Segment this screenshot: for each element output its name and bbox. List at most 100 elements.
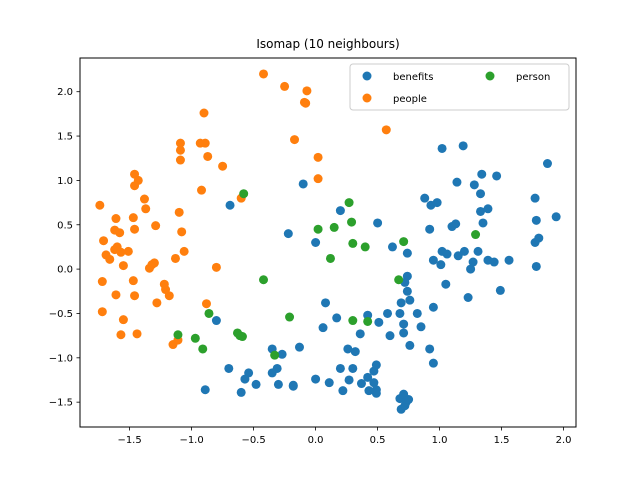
point-benefits: [542, 159, 552, 169]
point-benefits: [489, 257, 499, 267]
point-benefits: [311, 374, 321, 384]
point-benefits: [363, 372, 373, 382]
point-benefits: [504, 255, 514, 265]
point-benefits: [335, 363, 345, 373]
point-benefits: [412, 308, 422, 318]
point-people: [130, 181, 140, 191]
y-tick-label: 0.0: [57, 265, 73, 276]
point-people: [128, 213, 138, 223]
point-people: [111, 214, 121, 224]
point-benefits: [385, 331, 395, 341]
point-benefits: [395, 308, 405, 318]
point-benefits: [283, 229, 293, 239]
y-tick-label: −1.0: [49, 353, 73, 364]
point-benefits: [383, 308, 393, 318]
legend-marker-people: [362, 93, 372, 103]
point-benefits: [369, 378, 379, 388]
point-benefits: [236, 387, 246, 397]
point-people: [151, 221, 161, 231]
legend-marker-person: [485, 71, 495, 81]
point-people: [313, 152, 323, 162]
point-people: [99, 236, 109, 246]
point-person: [325, 253, 335, 263]
point-people: [174, 207, 184, 217]
point-benefits: [311, 238, 321, 247]
point-benefits: [478, 218, 488, 228]
point-person: [360, 242, 370, 252]
legend-marker-benefits: [362, 71, 372, 81]
point-person: [363, 316, 373, 326]
x-axis: −1.5 −1.0 −0.5 0.0 0.5 1.0 1.5 2.0: [117, 427, 572, 446]
point-benefits: [452, 177, 462, 187]
point-people: [301, 98, 311, 108]
point-benefits: [350, 347, 360, 357]
point-person: [329, 222, 339, 232]
point-benefits: [476, 189, 486, 199]
point-people: [201, 299, 211, 309]
point-people: [179, 246, 189, 256]
point-person: [237, 332, 247, 342]
point-person: [285, 312, 295, 322]
point-benefits: [288, 381, 298, 391]
point-benefits: [405, 340, 415, 350]
point-benefits: [551, 212, 561, 222]
point-people: [118, 315, 128, 325]
point-benefits: [363, 310, 373, 320]
point-benefits: [453, 251, 463, 261]
point-benefits: [425, 224, 435, 234]
point-benefits: [371, 388, 381, 398]
point-benefits: [402, 286, 412, 296]
legend-label-benefits: benefits: [393, 72, 433, 83]
point-benefits: [399, 328, 409, 338]
point-people: [381, 125, 391, 135]
point-people: [197, 185, 207, 195]
y-axis: −1.5 −1.0 −0.5 0.0 0.5 1.0 1.5 2.0: [49, 87, 80, 409]
x-tick-label: −0.5: [241, 435, 265, 446]
point-people: [152, 298, 162, 308]
point-benefits: [348, 363, 358, 373]
point-benefits: [294, 342, 304, 352]
point-benefits: [387, 242, 397, 252]
point-benefits: [335, 206, 345, 216]
point-benefits: [399, 319, 409, 329]
point-people: [211, 262, 221, 272]
point-people: [290, 135, 300, 145]
point-benefits: [473, 246, 483, 256]
point-people: [144, 263, 154, 273]
point-people: [259, 69, 269, 79]
point-benefits: [332, 313, 342, 323]
point-people: [95, 200, 105, 210]
point-benefits: [396, 298, 406, 308]
point-benefits: [463, 292, 473, 302]
x-tick-label: 0.0: [308, 435, 324, 446]
point-benefits: [321, 298, 331, 308]
point-person: [313, 224, 323, 234]
chart-title: Isomap (10 neighbours): [256, 37, 399, 51]
point-benefits: [468, 257, 478, 267]
point-people: [132, 329, 142, 339]
point-benefits: [373, 218, 383, 228]
point-person: [348, 316, 358, 326]
point-benefits: [374, 317, 384, 327]
plot-frame: [79, 57, 577, 428]
point-benefits: [441, 279, 451, 289]
point-benefits: [466, 264, 476, 274]
point-benefits: [428, 255, 438, 265]
point-person: [239, 189, 249, 199]
point-people: [130, 224, 140, 234]
point-person: [344, 198, 354, 208]
legend-label-people: people: [393, 94, 427, 105]
point-benefits: [298, 179, 308, 189]
point-person: [198, 344, 208, 354]
point-people: [111, 290, 121, 300]
point-benefits: [343, 344, 353, 354]
point-people: [101, 250, 111, 260]
point-person: [399, 237, 409, 247]
point-benefits: [211, 316, 221, 326]
point-person: [347, 217, 357, 227]
point-benefits: [530, 193, 540, 203]
point-benefits: [364, 386, 374, 396]
point-benefits: [318, 323, 328, 333]
legend-box: [349, 63, 570, 111]
